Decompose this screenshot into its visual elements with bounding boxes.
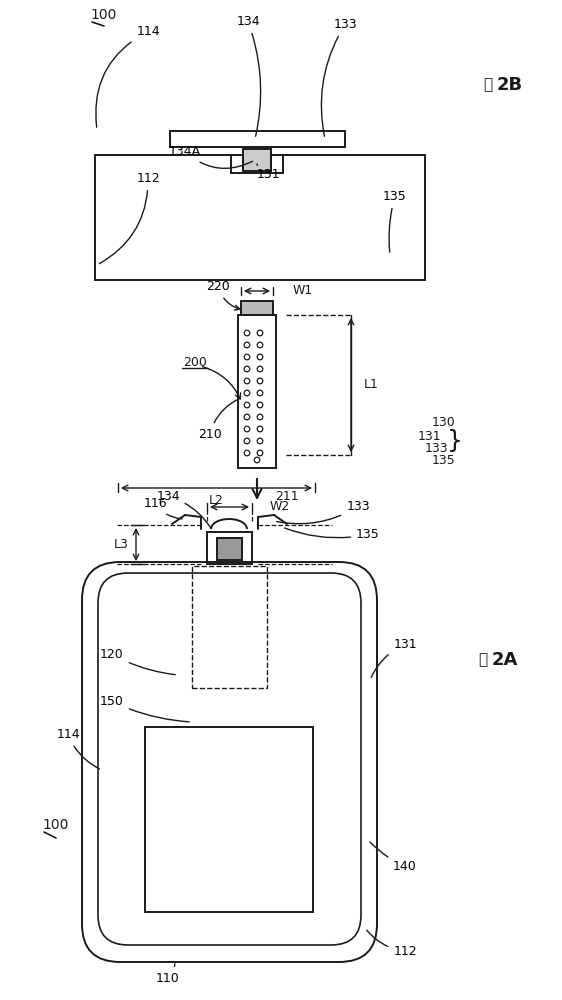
Text: 图: 图 — [483, 78, 492, 93]
Bar — [170, 131, 345, 147]
Text: 112: 112 — [367, 930, 417, 958]
FancyBboxPatch shape — [98, 573, 361, 945]
Bar — [145, 727, 313, 912]
Text: W2: W2 — [270, 500, 290, 514]
Text: 112: 112 — [99, 172, 160, 264]
Text: L1: L1 — [364, 378, 379, 391]
Bar — [243, 149, 271, 171]
Text: 134: 134 — [236, 15, 261, 136]
Bar — [217, 538, 242, 560]
Text: 114: 114 — [56, 728, 99, 769]
Text: 133: 133 — [277, 500, 370, 524]
Text: 100: 100 — [42, 818, 69, 832]
Text: 134A: 134A — [169, 145, 252, 168]
Text: 130: 130 — [432, 416, 456, 428]
Text: 135: 135 — [432, 454, 456, 466]
Text: 150: 150 — [100, 695, 189, 722]
Text: 110: 110 — [156, 964, 180, 985]
Text: 131: 131 — [371, 638, 417, 677]
Text: 134: 134 — [156, 490, 211, 528]
Text: 133: 133 — [425, 442, 448, 454]
Text: 135: 135 — [383, 190, 407, 252]
Text: 140: 140 — [370, 842, 417, 873]
Bar — [192, 566, 267, 688]
Text: 131: 131 — [256, 164, 280, 181]
Text: 133: 133 — [321, 18, 357, 136]
Text: L2: L2 — [209, 494, 224, 508]
Text: 210: 210 — [198, 399, 238, 441]
Text: 211: 211 — [275, 490, 298, 504]
FancyBboxPatch shape — [82, 562, 377, 962]
Text: 2B: 2B — [497, 76, 523, 94]
Text: }: } — [447, 429, 463, 453]
Bar — [95, 155, 425, 280]
Text: 2A: 2A — [492, 651, 518, 669]
Bar — [207, 532, 252, 564]
Text: 220: 220 — [206, 280, 240, 310]
Bar — [238, 315, 276, 468]
Bar — [241, 301, 273, 315]
Text: 100: 100 — [90, 8, 116, 22]
Text: 图: 图 — [478, 652, 488, 668]
Text: 116: 116 — [143, 497, 182, 519]
Text: 114: 114 — [96, 25, 160, 127]
Text: 135: 135 — [284, 528, 380, 541]
Text: L3: L3 — [114, 538, 129, 551]
Text: 200: 200 — [183, 356, 207, 368]
Text: W1: W1 — [293, 284, 313, 298]
Text: 131: 131 — [418, 430, 442, 442]
Text: 120: 120 — [100, 648, 175, 675]
